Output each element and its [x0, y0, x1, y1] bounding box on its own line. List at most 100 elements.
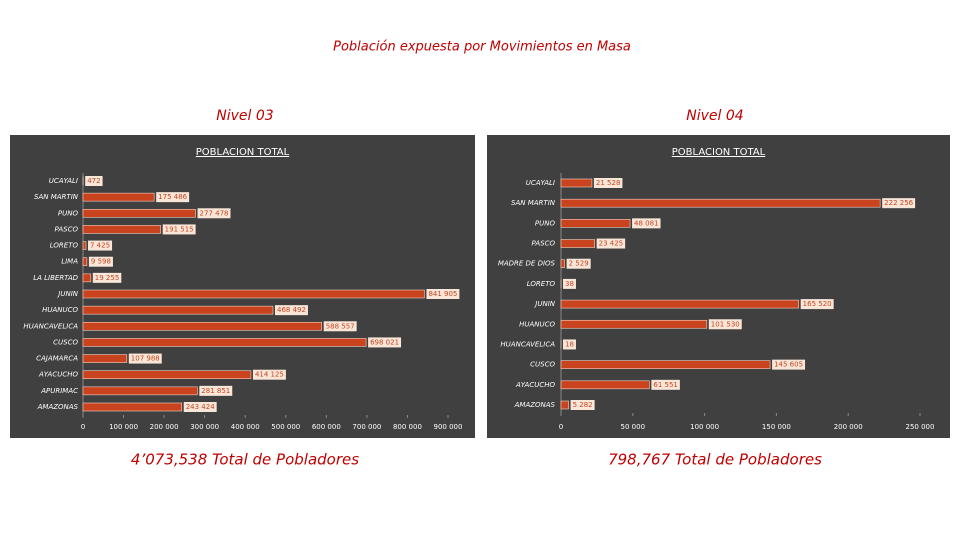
bar [82, 305, 274, 315]
value-label: 841 905 [428, 290, 457, 298]
value-label-bg [800, 299, 834, 310]
bar [560, 400, 569, 410]
category-label: AMAZONAS [37, 403, 79, 411]
value-label-bg [183, 402, 217, 412]
category-label: HUANUCO [42, 306, 78, 314]
value-label: 19 255 [95, 274, 120, 282]
category-label: PUNO [535, 219, 556, 227]
x-tick-label: 50 000 [621, 423, 646, 431]
bar [82, 321, 322, 331]
bar [560, 299, 799, 309]
category-label: PASCO [531, 240, 555, 248]
category-label: HUANUCO [519, 320, 555, 328]
value-label: 191 515 [165, 225, 194, 233]
value-label-bg [85, 176, 103, 186]
x-tick-label: 0 [559, 423, 563, 431]
value-label-bg [426, 289, 460, 299]
category-label: AMAZONAS [514, 401, 556, 409]
value-label-bg [593, 178, 623, 188]
value-label: 277 478 [200, 209, 229, 217]
bar [82, 289, 425, 299]
bar [82, 225, 161, 234]
bar [82, 273, 92, 283]
category-label: LIMA [61, 258, 78, 266]
value-label: 9 598 [91, 258, 111, 266]
bar [560, 259, 565, 269]
value-label-bg [708, 319, 742, 330]
value-label-bg [197, 208, 231, 219]
category-label: UCAYALI [526, 179, 555, 187]
value-label-bg [88, 256, 113, 267]
x-tick-label: 300 000 [190, 423, 219, 431]
x-tick-label: 0 [81, 423, 85, 431]
bar [82, 354, 128, 363]
x-tick-label: 600 000 [312, 423, 341, 431]
value-label: 38 [565, 280, 574, 288]
x-tick-label: 800 000 [393, 423, 422, 431]
chart-title: POBLACION TOTAL [196, 147, 290, 158]
x-tick-label: 400 000 [231, 423, 260, 431]
bar [560, 360, 771, 369]
value-label: 145 605 [774, 361, 803, 369]
value-label-bg [566, 258, 591, 269]
bar [560, 198, 881, 208]
category-label: AYACUCHO [38, 371, 78, 379]
value-label-bg [772, 359, 806, 370]
bar [82, 370, 252, 380]
category-label: APURIMAC [40, 387, 78, 395]
value-label: 281 851 [201, 387, 230, 395]
value-label-bg [128, 353, 162, 364]
value-label: 222 256 [884, 199, 913, 207]
category-label: UCAYALI [49, 177, 78, 185]
value-label: 243 424 [186, 403, 215, 411]
bar [82, 338, 367, 347]
category-label: JUNIN [533, 300, 555, 308]
value-label: 175 486 [158, 193, 187, 201]
bar [82, 257, 88, 267]
bar [82, 386, 198, 396]
x-tick-label: 100 000 [109, 423, 138, 431]
category-label: SAN MARTIN [511, 199, 556, 207]
value-label-bg [368, 337, 402, 348]
bar [560, 239, 595, 248]
value-label-bg [323, 321, 357, 332]
value-label-bg [274, 305, 308, 316]
value-label: 48 081 [634, 219, 659, 227]
value-label-bg [162, 224, 196, 235]
category-label: HUANCAVELICA [23, 322, 78, 330]
value-label-bg [156, 192, 190, 203]
total-footer: 798,767 Total de Pobladores [608, 451, 822, 469]
category-label: SAN MARTIN [34, 193, 79, 201]
value-label: 5 282 [573, 401, 593, 409]
bar [560, 380, 650, 390]
bar [82, 208, 196, 218]
value-label: 414 125 [255, 371, 284, 379]
value-label-bg [563, 278, 576, 289]
bar [560, 178, 593, 188]
value-label: 2 529 [569, 260, 589, 268]
category-label: PUNO [58, 209, 79, 217]
category-label: MADRE DE DIOS [498, 260, 556, 268]
category-label: LORETO [50, 242, 79, 250]
bar [560, 219, 631, 228]
category-label: CUSCO [53, 338, 78, 346]
value-label-bg [88, 240, 113, 251]
value-label: 588 557 [326, 322, 355, 330]
bar [82, 241, 87, 250]
value-label-bg [596, 238, 626, 249]
value-label-bg [199, 385, 233, 396]
bar [82, 192, 155, 202]
category-label: JUNIN [56, 290, 78, 298]
x-tick-label: 700 000 [352, 423, 381, 431]
category-label: AYACUCHO [515, 381, 555, 389]
chart-title: POBLACION TOTAL [672, 147, 766, 158]
value-label-bg [92, 272, 122, 283]
x-tick-label: 200 000 [834, 423, 863, 431]
x-tick-label: 900 000 [434, 423, 463, 431]
category-label: CAJAMARCA [36, 355, 78, 363]
level-heading: Nivel 03 [216, 108, 273, 124]
category-label: LORETO [527, 280, 556, 288]
value-label: 107 988 [131, 355, 160, 363]
value-label: 61 551 [653, 381, 678, 389]
